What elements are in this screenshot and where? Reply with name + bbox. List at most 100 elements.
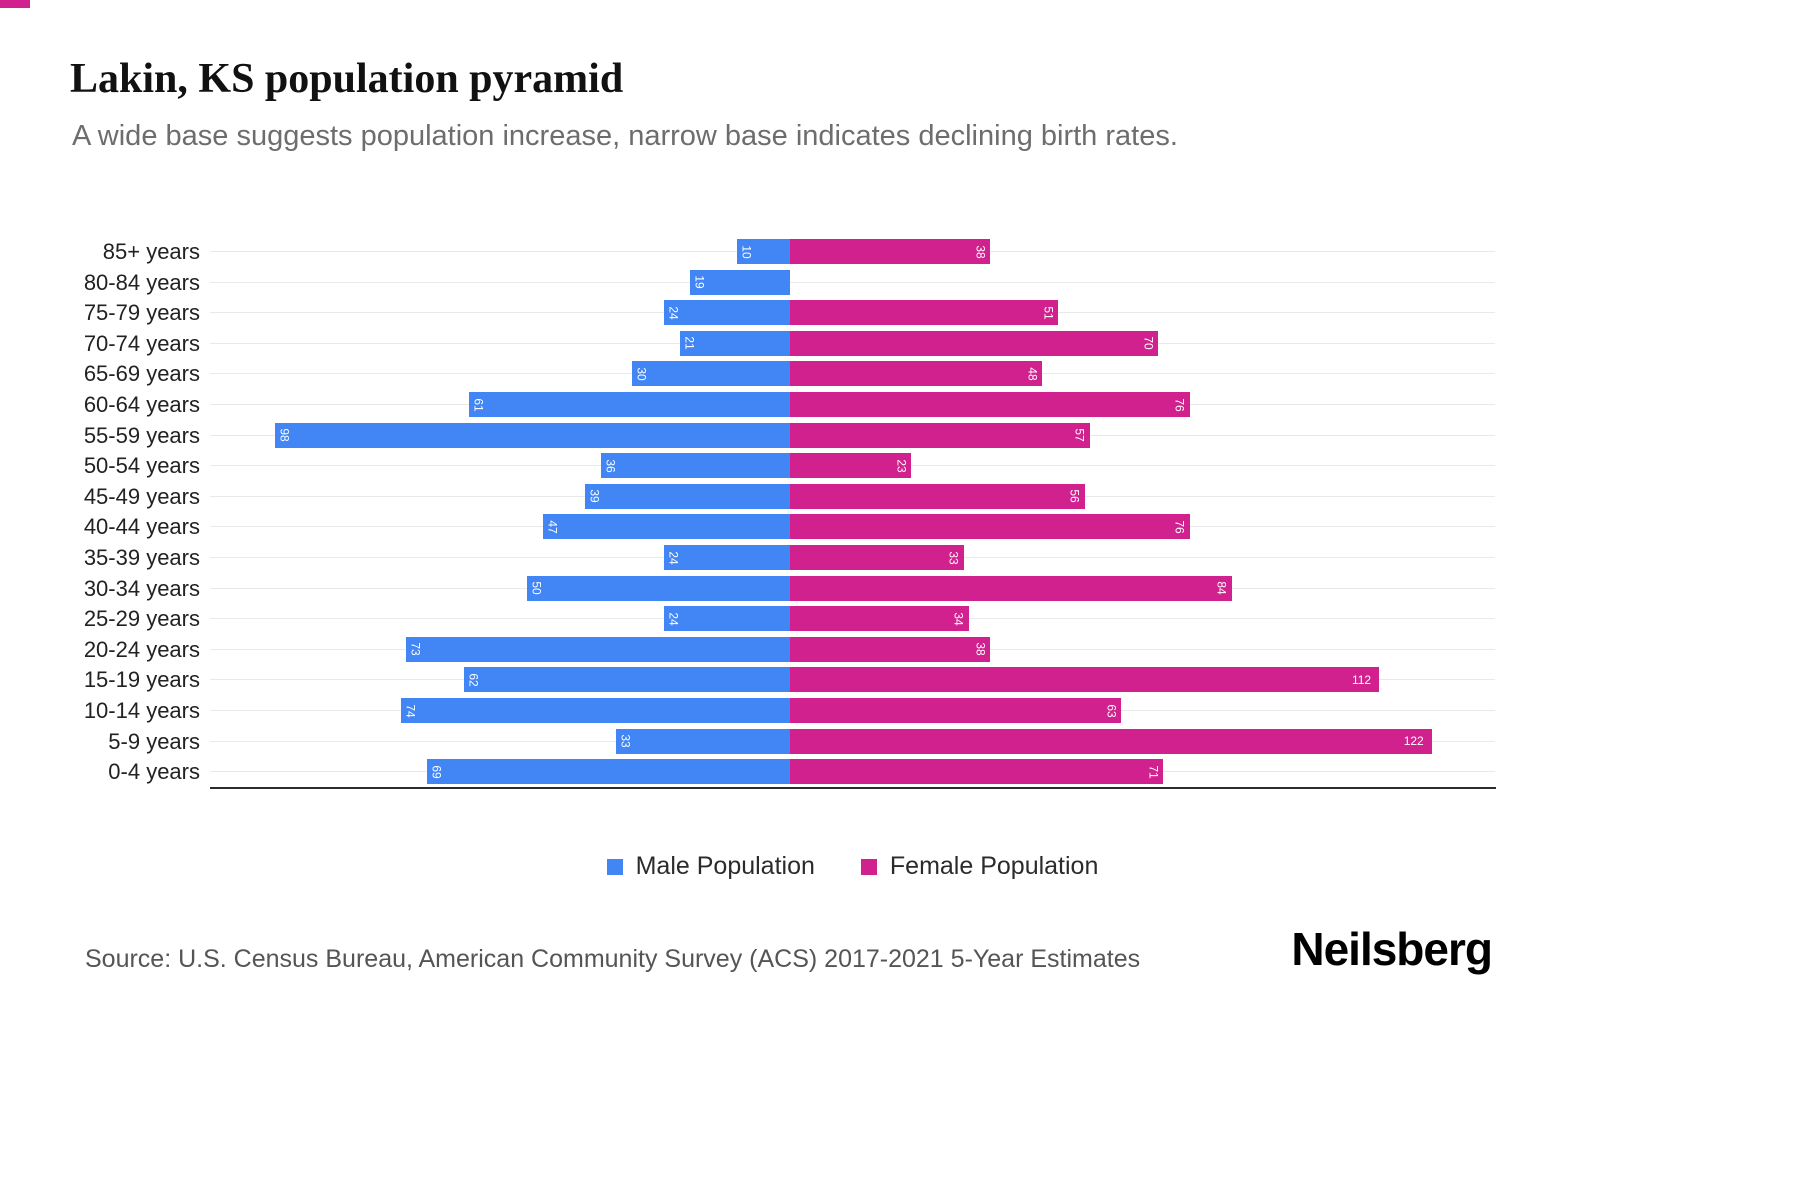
y-axis-tick-label: 20-24 years (83, 636, 200, 662)
female-swatch-icon (860, 858, 877, 875)
bar-value-label: 10 (740, 244, 755, 259)
bar-value-label: 76 (1173, 520, 1188, 534)
chart-row: 65-69 years 30 48 (0, 358, 1800, 389)
female-bar[interactable]: 76 (790, 514, 1190, 540)
female-bar[interactable]: 112 (790, 667, 1380, 693)
y-axis-tick-label: 0-4 years (108, 759, 200, 785)
female-bar[interactable]: 51 (790, 300, 1059, 326)
male-bar[interactable]: 21 (679, 330, 790, 356)
male-bar[interactable]: 33 (616, 728, 790, 754)
bar-value-label: 56 (1067, 489, 1082, 503)
bar-value-label: 21 (682, 336, 697, 350)
bar-value-label: 98 (277, 428, 292, 442)
female-bar[interactable]: 71 (790, 759, 1164, 785)
bar-value-label: 23 (894, 459, 909, 473)
bar-value-label: 36 (603, 459, 618, 473)
male-bar[interactable]: 24 (663, 300, 790, 326)
bar-value-label: 62 (466, 673, 481, 687)
bar-value-label: 122 (1403, 734, 1424, 749)
y-axis-tick-label: 15-19 years (83, 667, 200, 693)
female-bar[interactable]: 84 (790, 575, 1232, 601)
male-bar[interactable]: 39 (584, 483, 790, 509)
male-bar[interactable]: 62 (463, 667, 790, 693)
female-bar[interactable]: 38 (790, 239, 990, 264)
chart-row: 60-64 years 61 76 (0, 389, 1800, 420)
top-accent-bar (0, 0, 30, 8)
chart-title: Lakin, KS population pyramid (70, 56, 624, 102)
male-bar[interactable]: 24 (663, 606, 790, 632)
chart-subtitle: A wide base suggests population increase… (72, 120, 1178, 152)
chart-row: 50-54 years 36 23 (0, 450, 1800, 481)
legend-item-male[interactable]: Male Population (606, 852, 815, 881)
male-bar[interactable]: 47 (542, 514, 790, 540)
brand-logo: Neilsberg (1291, 923, 1493, 975)
female-bar[interactable]: 70 (790, 330, 1159, 356)
bar-value-label: 24 (666, 306, 681, 320)
y-axis-tick-label: 45-49 years (83, 483, 200, 509)
female-bar[interactable]: 122 (790, 728, 1432, 754)
chart-row: 20-24 years 73 38 (0, 634, 1800, 665)
female-bar[interactable]: 57 (790, 422, 1090, 448)
male-bar[interactable]: 74 (400, 698, 790, 723)
male-bar[interactable]: 30 (632, 361, 790, 387)
chart-row: 75-79 years 24 51 (0, 297, 1800, 328)
female-bar[interactable]: 23 (790, 453, 911, 479)
male-bar[interactable]: 24 (663, 545, 790, 570)
bar-value-label: 73 (408, 642, 423, 656)
bar-value-label: 70 (1141, 336, 1156, 350)
y-axis-tick-label: 25-29 years (83, 606, 200, 632)
y-axis-tick-label: 10-14 years (83, 698, 200, 723)
bar-value-label: 30 (634, 367, 649, 381)
y-axis-tick-label: 30-34 years (83, 575, 200, 601)
bar-value-label: 24 (666, 612, 681, 626)
chart-row: 80-84 years 19 (0, 267, 1800, 298)
y-axis-tick-label: 40-44 years (83, 514, 200, 540)
chart-row: 70-74 years 21 70 (0, 328, 1800, 359)
legend-item-female[interactable]: Female Population (860, 852, 1098, 881)
bar-value-label: 39 (587, 489, 602, 503)
population-pyramid: 85+ years 10 38 80-84 years 19 75-79 years 24 5… (0, 236, 1800, 790)
female-bar[interactable]: 38 (790, 636, 990, 662)
male-bar[interactable]: 10 (737, 239, 790, 264)
bar-value-label: 33 (946, 550, 961, 565)
source-text: Source: U.S. Census Bureau, American Com… (85, 945, 1141, 973)
male-bar[interactable]: 36 (600, 453, 790, 479)
female-bar[interactable]: 34 (790, 606, 969, 632)
female-bar[interactable]: 33 (790, 545, 964, 570)
female-bar[interactable]: 48 (790, 361, 1043, 387)
bar-value-label: 69 (429, 765, 444, 779)
y-axis-tick-label: 70-74 years (83, 330, 200, 356)
chart-row: 40-44 years 47 76 (0, 511, 1800, 542)
chart-row: 25-29 years 24 34 (0, 603, 1800, 634)
bar-value-label: 33 (619, 734, 634, 748)
male-swatch-icon (606, 858, 623, 875)
male-bar[interactable]: 69 (427, 759, 790, 785)
chart-row: 5-9 years 33 122 (0, 726, 1800, 757)
male-bar[interactable]: 98 (274, 422, 790, 448)
female-bar[interactable]: 76 (790, 392, 1190, 417)
y-axis-tick-label: 60-64 years (83, 392, 200, 417)
chart-row: 55-59 years 98 57 (0, 420, 1800, 451)
female-bar[interactable]: 63 (790, 698, 1122, 723)
chart-row: 45-49 years 39 56 (0, 481, 1800, 512)
bar-value-label: 48 (1025, 367, 1040, 381)
male-bar[interactable]: 19 (690, 269, 790, 295)
bar-value-label: 50 (529, 581, 544, 595)
y-axis-tick-label: 50-54 years (83, 453, 200, 479)
y-axis-tick-label: 55-59 years (83, 422, 200, 448)
legend: Male Population Female Population (210, 852, 1495, 881)
y-axis-tick-label: 65-69 years (83, 361, 200, 387)
y-axis-tick-label: 85+ years (102, 239, 200, 264)
bar-value-label: 24 (666, 550, 681, 565)
y-axis-tick-label: 5-9 years (108, 728, 200, 754)
y-axis-tick-label: 35-39 years (83, 545, 200, 570)
male-bar[interactable]: 73 (406, 636, 790, 662)
chart-row: 0-4 years 69 71 (0, 756, 1800, 787)
male-bar[interactable]: 50 (527, 575, 790, 601)
bar-value-label: 38 (973, 642, 988, 656)
male-bar[interactable]: 61 (469, 392, 790, 417)
female-bar[interactable]: 56 (790, 483, 1085, 509)
y-axis-tick-label: 75-79 years (83, 300, 200, 326)
chart-row: 10-14 years 74 63 (0, 695, 1800, 726)
